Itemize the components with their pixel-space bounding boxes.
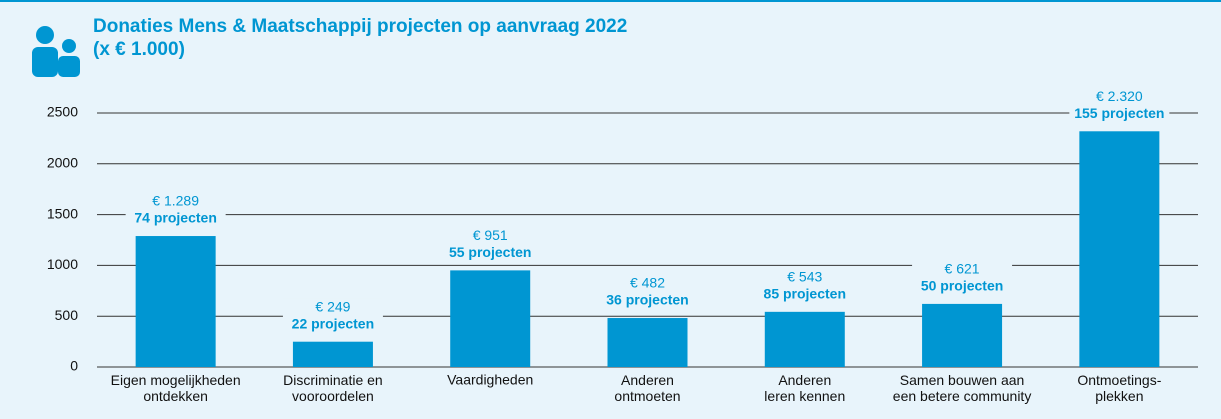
project-label: 74 projecten [134,210,216,226]
y-tick-label: 2000 [47,155,78,171]
x-tick-label: Anderen ontmoeten [614,372,680,404]
bar [607,318,688,367]
value-label: € 951 [473,227,508,243]
value-label: € 2.320 [1096,88,1143,104]
bar [292,341,373,367]
bar [135,236,216,367]
project-label: 22 projecten [292,315,374,331]
project-label: 55 projecten [449,244,531,260]
label-background [597,275,698,312]
label-background [440,227,541,264]
y-tick-label: 500 [55,307,79,323]
project-label: 155 projecten [1074,105,1164,121]
value-label: € 1.289 [152,193,199,209]
bar [1079,131,1160,367]
y-tick-label: 1500 [47,205,78,221]
chart-title: Donaties Mens & Maatschappij projecten o… [93,16,627,37]
top-border [0,0,1221,2]
x-tick-label: Eigen mogelijkheden ontdekken [111,372,241,404]
label-background [754,268,855,305]
y-tick-label: 2500 [47,104,78,120]
value-label: € 543 [787,269,822,285]
x-tick-label: Anderen leren kennen [764,372,845,404]
label-background [1069,88,1170,125]
people-icon [32,26,80,77]
y-tick-label: 0 [70,358,78,374]
bar [922,303,1003,367]
value-label: € 482 [630,275,665,291]
label-background [282,298,383,335]
label-background [125,193,226,230]
bar [450,270,531,367]
label-background [912,260,1013,297]
chart-subtitle: (x € 1.000) [93,39,185,60]
x-tick-label: Discriminatie en vooroordelen [283,372,383,404]
project-label: 85 projecten [764,286,846,302]
value-label: € 249 [315,298,350,314]
bar [764,311,845,367]
y-tick-label: 1000 [47,256,78,272]
x-tick-label: Vaardigheden [447,372,533,388]
x-tick-label: Ontmoetings-plekken [1077,372,1161,404]
project-label: 36 projecten [606,292,688,308]
x-tick-label: Samen bouwen aan een betere community [893,372,1032,404]
value-label: € 621 [945,261,980,277]
project-label: 50 projecten [921,278,1003,294]
